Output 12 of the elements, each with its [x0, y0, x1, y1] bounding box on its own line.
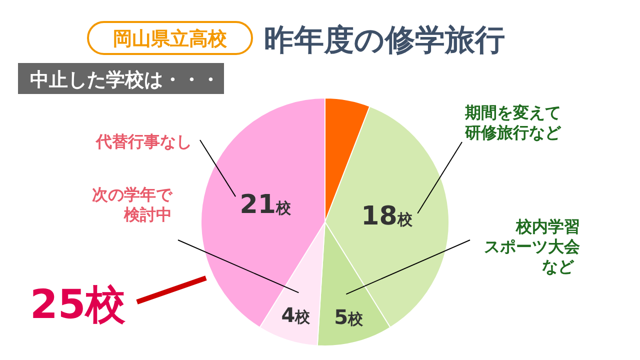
- slice-label: 校内学習スポーツ大会など: [484, 217, 581, 276]
- chart-title: 昨年度の修学旅行: [264, 23, 505, 58]
- data-label: 18校: [361, 201, 414, 232]
- slice-label: 期間を変えて研修旅行など: [464, 103, 562, 142]
- text: 25校: [30, 282, 127, 328]
- chart-subtitle: 中止した学校は・・・: [30, 69, 220, 91]
- text: 岡山県立高校: [113, 28, 228, 50]
- data-label: 4校: [281, 303, 312, 328]
- slice-label: 次の学年で検討中: [92, 185, 173, 224]
- data-label: 21校: [240, 190, 292, 220]
- data-label: 5校: [334, 304, 364, 329]
- slice-label: 代替行事なし: [95, 132, 192, 151]
